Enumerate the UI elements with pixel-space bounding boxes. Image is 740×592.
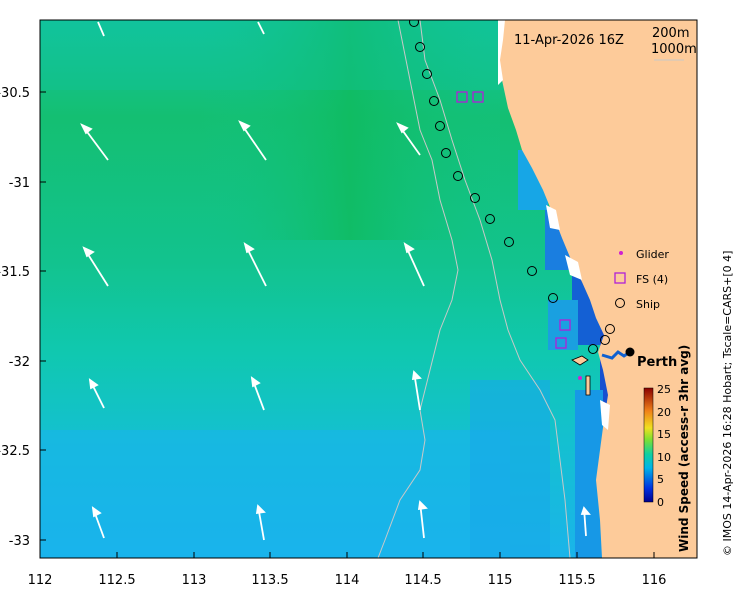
imos-credit: © IMOS 14-Apr-2026 16:28 Hobart; Tscale=…	[721, 251, 734, 556]
ship-marker	[422, 69, 432, 79]
strong-wind-band	[200, 20, 500, 240]
wind-arrow	[97, 21, 105, 37]
contour-label-200m: 200m	[652, 26, 689, 41]
wind-arrow	[403, 242, 425, 287]
fs-legend-label: FS (4)	[636, 273, 668, 286]
map-legend: Glider FS (4) Ship	[614, 248, 669, 311]
wind-arrow	[580, 506, 591, 537]
x-tick-label: 113	[182, 573, 207, 588]
ship-marker	[504, 237, 514, 247]
ship-marker	[470, 193, 480, 203]
wind-arrow	[82, 246, 109, 287]
coastal-whitespace	[498, 20, 610, 430]
colorbar-tick-label: 20	[657, 406, 671, 419]
contour-label-1000m: 1000m	[651, 42, 697, 57]
ship-marker	[588, 344, 598, 354]
x-tick-label: 114.5	[404, 573, 441, 588]
ship-marker	[527, 266, 537, 276]
ship-marker	[600, 335, 610, 345]
wind-arrows	[80, 21, 591, 541]
rottnest-island	[571, 355, 589, 366]
wind-arrow	[255, 504, 266, 541]
ship-marker	[415, 42, 425, 52]
wind-arrow	[396, 122, 421, 156]
contour-1000m	[377, 20, 459, 558]
ship-marker	[435, 121, 445, 131]
fs-legend-symbol	[614, 272, 626, 284]
wind-arrow	[257, 21, 265, 35]
x-tick-labels: 112 112.5 113 113.5 114 114.5 115 115.5 …	[28, 573, 667, 588]
ship-marker	[441, 148, 451, 158]
x-tick-label: 115	[488, 573, 513, 588]
y-axis-ticks	[40, 91, 46, 541]
x-axis-ticks	[39, 552, 655, 558]
colorbar-gradient	[643, 387, 654, 503]
fs-markers	[456, 91, 571, 349]
wind-arrow	[88, 378, 105, 409]
glider-marker	[578, 376, 582, 380]
fs-marker	[472, 91, 484, 103]
x-tick-label: 115.5	[558, 573, 595, 588]
wind-arrow	[411, 370, 422, 411]
x-tick-label: 112.5	[98, 573, 135, 588]
x-tick-label: 112	[28, 573, 53, 588]
y-tick-label: -31.5	[0, 265, 30, 280]
wind-arrow	[80, 123, 109, 161]
y-tick-label: -32	[9, 355, 30, 370]
wind-arrow	[243, 242, 267, 287]
plot-frame	[39, 19, 698, 559]
x-tick-label: 113.5	[251, 573, 288, 588]
wind-arrow	[238, 120, 267, 161]
contour-200m	[419, 20, 571, 558]
x-tick-label: 116	[642, 573, 667, 588]
ship-marker	[485, 214, 495, 224]
bathymetry-contours	[377, 20, 571, 558]
perth-label: Perth	[637, 355, 677, 370]
y-tick-labels: -30.5 -31 -31.5 -32 -32.5 -33	[0, 86, 30, 549]
colorbar-tick-label: 5	[657, 473, 664, 486]
wind-arrow	[91, 506, 105, 539]
glider-legend-label: Glider	[636, 248, 669, 261]
ship-legend-symbol	[615, 298, 625, 308]
ship-marker	[453, 171, 463, 181]
y-tick-label: -30.5	[0, 86, 30, 101]
glider-legend-symbol	[619, 251, 623, 255]
y-tick-label: -31	[9, 176, 30, 191]
datetime-label: 11-Apr-2026 16Z	[514, 33, 624, 48]
ship-marker	[605, 324, 615, 334]
fs-marker	[555, 337, 567, 349]
ship-legend-label: Ship	[636, 298, 660, 311]
wind-arrow	[250, 376, 265, 411]
colorbar-tick-label: 25	[657, 383, 671, 396]
colorbar-tick-label: 0	[657, 496, 664, 509]
swan-river	[601, 350, 631, 360]
y-tick-label: -33	[9, 534, 30, 549]
ship-marker	[548, 293, 558, 303]
colorbar-label: Wind Speed (access-r 3hr avg)	[677, 345, 691, 552]
fs-marker	[559, 319, 571, 331]
garden-island	[585, 375, 591, 396]
perth-marker	[625, 347, 635, 357]
colorbar: 25 20 15 10 5 0 Wind Speed (access-r 3hr…	[643, 345, 691, 552]
x-tick-label: 114	[335, 573, 360, 588]
colorbar-tick-label: 15	[657, 428, 671, 441]
fs-marker	[456, 91, 468, 103]
ship-track	[409, 20, 615, 354]
ship-marker	[409, 20, 419, 27]
ship-marker	[429, 96, 439, 106]
colorbar-tick-label: 10	[657, 451, 671, 464]
wind-arrow	[417, 500, 428, 539]
y-tick-label: -32.5	[0, 444, 30, 459]
